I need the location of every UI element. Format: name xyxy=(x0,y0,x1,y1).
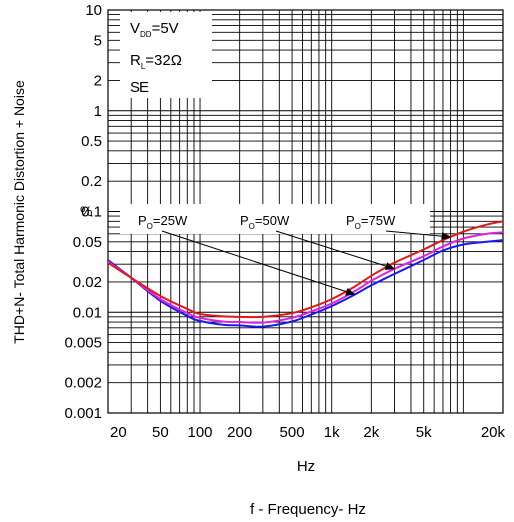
x-tick-label: 500 xyxy=(280,424,305,441)
x-tick-label: 2k xyxy=(363,424,379,441)
series-line-po25 xyxy=(108,239,503,328)
x-unit-label: Hz xyxy=(297,458,315,475)
y-axis-label: THD+N- Total Harmonic Distortion + Noise xyxy=(11,80,27,344)
x-tick-label: 20k xyxy=(481,424,506,441)
arrow-po50 xyxy=(275,230,396,270)
x-tick-label: 5k xyxy=(416,424,432,441)
y-tick-label: 0.001 xyxy=(64,405,102,422)
y-tick-label: 0.05 xyxy=(73,234,102,251)
y-tick-label: 2 xyxy=(94,72,102,89)
series-label-band xyxy=(120,204,430,234)
condition-rl: RL=32Ω xyxy=(130,52,182,71)
x-tick-label: 100 xyxy=(188,424,213,441)
condition-mode: SE xyxy=(130,79,149,96)
y-tick-label: 0.1 xyxy=(81,204,102,221)
y-unit-label: % xyxy=(80,203,92,219)
y-tick-label: 0.02 xyxy=(73,274,102,291)
y-tick-labels: 10 5 2 1 0.5 0.2 0.1 0.05 0.02 0.01 0.005 0.002 0.00… xyxy=(64,2,102,422)
x-tick-label: 1k xyxy=(324,424,340,441)
x-tick-label: 200 xyxy=(227,424,252,441)
series-label-po50: PO=50W xyxy=(240,213,290,231)
series-lines xyxy=(108,220,503,328)
label-arrows xyxy=(161,230,452,296)
y-tick-label: 0.002 xyxy=(64,375,102,392)
conditions-box xyxy=(120,12,212,98)
y-tick-label: 5 xyxy=(94,32,102,49)
arrow-po75 xyxy=(385,230,452,241)
y-tick-label: 0.005 xyxy=(64,335,102,352)
plot-frame xyxy=(107,9,504,414)
x-axis-label: f - Frequency- Hz xyxy=(250,501,366,518)
series-line-po50 xyxy=(108,231,503,324)
x-tick-labels: 20 50 100 200 500 1k 2k 5k 20k xyxy=(110,424,505,441)
y-tick-label: 1 xyxy=(94,103,102,120)
series-label-po75: PO=75W xyxy=(346,213,396,231)
arrow-po25 xyxy=(161,230,356,296)
series-label-po25: PO=25W xyxy=(138,213,188,231)
y-tick-label: 0.01 xyxy=(73,304,102,321)
condition-vdd: VDD=5V xyxy=(130,20,179,39)
x-tick-label: 20 xyxy=(110,424,127,441)
y-tick-label: 0.5 xyxy=(81,133,102,150)
y-tick-label: 10 xyxy=(85,2,102,19)
x-tick-label: 50 xyxy=(152,424,169,441)
y-tick-label: 0.2 xyxy=(81,173,102,190)
